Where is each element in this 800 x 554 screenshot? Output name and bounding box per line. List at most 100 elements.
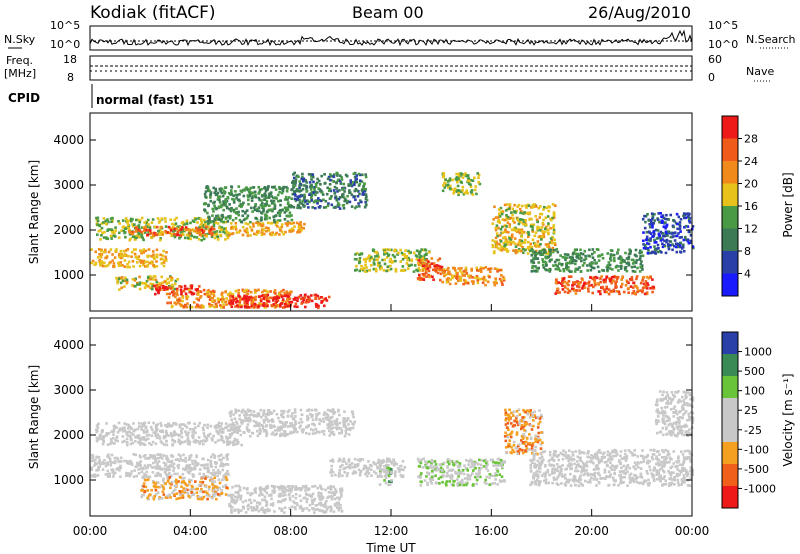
heatmap-cell	[260, 224, 263, 228]
heatmap-cell	[314, 193, 317, 197]
heatmap-cell	[194, 426, 197, 429]
heatmap-cell	[237, 305, 240, 309]
heatmap-cell	[247, 296, 251, 299]
heatmap-cell	[267, 297, 270, 300]
heatmap-cell	[617, 257, 620, 260]
heatmap-cell	[270, 233, 274, 236]
heatmap-cell	[302, 179, 305, 183]
heatmap-cell	[217, 299, 220, 302]
heatmap-cell	[471, 276, 474, 279]
heatmap-cell	[297, 222, 301, 226]
heatmap-cell	[639, 289, 642, 292]
heatmap-cell	[197, 238, 201, 241]
heatmap-cell	[143, 265, 147, 268]
heatmap-cell	[544, 227, 547, 231]
heatmap-cell	[151, 282, 155, 286]
heatmap-cell	[298, 184, 301, 187]
heatmap-cell	[311, 492, 315, 496]
heatmap-cell	[203, 292, 207, 296]
heatmap-cell	[612, 279, 615, 283]
heatmap-cell	[206, 211, 209, 215]
heatmap-cell	[279, 303, 282, 307]
heatmap-cell	[232, 296, 235, 300]
heatmap-cell	[412, 270, 416, 273]
heatmap-cell	[202, 442, 205, 446]
heatmap-cell	[111, 259, 114, 262]
heatmap-cell	[283, 198, 287, 201]
heatmap-cell	[301, 296, 304, 300]
heatmap-cell	[186, 302, 189, 305]
heatmap-cell	[340, 494, 343, 498]
heatmap-cell	[448, 187, 452, 190]
heatmap-cell	[304, 199, 307, 203]
heatmap-cell	[333, 192, 337, 195]
heatmap-cell	[361, 191, 365, 195]
heatmap-cell	[554, 281, 558, 284]
heatmap-cell	[262, 411, 266, 415]
heatmap-cell	[692, 246, 695, 250]
heatmap-cell	[252, 414, 256, 418]
heatmap-cell	[314, 185, 318, 188]
heatmap-cell	[520, 235, 523, 238]
heatmap-cell	[625, 269, 629, 273]
heatmap-cell	[119, 464, 122, 468]
heatmap-cell	[337, 197, 341, 201]
heatmap-cell	[196, 231, 200, 235]
heatmap-cell	[168, 231, 172, 235]
heatmap-cell	[401, 253, 405, 256]
heatmap-cell	[91, 259, 95, 263]
heatmap-cell	[281, 498, 285, 502]
heatmap-cell	[298, 426, 302, 429]
heatmap-cell	[214, 216, 218, 220]
heatmap-cell	[128, 265, 131, 269]
heatmap-cell	[158, 437, 162, 440]
heatmap-cell	[217, 421, 221, 425]
heatmap-cell	[130, 219, 133, 223]
heatmap-cell	[548, 260, 552, 263]
heatmap-cell	[200, 219, 203, 223]
heatmap-cell	[523, 248, 527, 252]
heatmap-cell	[686, 238, 690, 241]
heatmap-cell	[142, 455, 146, 458]
heatmap-cell	[130, 438, 133, 442]
heatmap-cell	[213, 456, 216, 459]
heatmap-cell	[230, 189, 233, 192]
heatmap-cell	[649, 225, 652, 229]
heatmap-cell	[261, 224, 265, 227]
heatmap-cell	[526, 246, 530, 249]
heatmap-cell	[463, 173, 466, 176]
heatmap-cell	[425, 253, 428, 256]
heatmap-cell	[131, 235, 135, 239]
heatmap-cell	[383, 253, 386, 256]
heatmap-cell	[111, 429, 114, 433]
heatmap-cell	[441, 271, 445, 274]
heatmap-cell	[445, 184, 448, 187]
heatmap-cell	[543, 230, 547, 234]
heatmap-cell	[159, 473, 162, 476]
heatmap-cell	[232, 225, 236, 229]
heatmap-cell	[190, 454, 193, 457]
heatmap-cell	[422, 274, 426, 278]
heatmap-cell	[533, 269, 536, 273]
heatmap-cell	[521, 246, 524, 249]
heatmap-cell	[653, 213, 656, 216]
heatmap-cell	[348, 200, 352, 204]
heatmap-cell	[127, 254, 130, 258]
heatmap-cell	[164, 259, 168, 262]
heatmap-cell	[168, 471, 171, 475]
heatmap-cell	[246, 423, 250, 426]
heatmap-cell	[673, 244, 676, 248]
heatmap-cell	[158, 286, 161, 289]
heatmap-cell	[350, 193, 354, 197]
heatmap-cell	[538, 216, 542, 219]
heatmap-cell	[354, 187, 358, 191]
heatmap-cell	[202, 472, 205, 476]
heatmap-cell	[212, 291, 215, 295]
heatmap-cell	[346, 199, 349, 203]
heatmap-cell	[129, 231, 132, 234]
heatmap-cell	[661, 232, 665, 235]
heatmap-cell	[639, 254, 642, 258]
heatmap-cell	[216, 238, 220, 241]
heatmap-cell	[322, 433, 326, 436]
heatmap-cell	[153, 454, 157, 457]
